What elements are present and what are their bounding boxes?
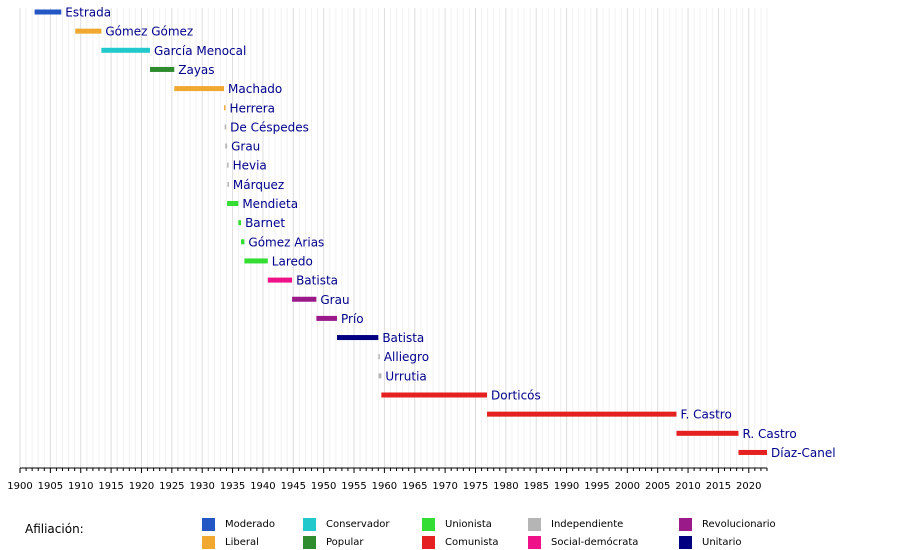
term-label-3: Zayas — [178, 63, 214, 77]
x-tick-label-1900: 1900 — [7, 481, 32, 492]
x-tick-label-1975: 1975 — [463, 481, 488, 492]
bar-21 — [487, 411, 677, 417]
x-tick-label-2010: 2010 — [675, 481, 700, 492]
term-label-7: Grau — [231, 140, 260, 154]
bar-9 — [227, 181, 229, 187]
x-tick-label-1925: 1925 — [159, 481, 184, 492]
term-label-0: Estrada — [65, 6, 111, 20]
term-label-18: Alliegro — [384, 350, 429, 364]
term-label-2: García Menocal — [154, 44, 246, 58]
bar-12 — [241, 239, 245, 245]
x-tick-label-1945: 1945 — [281, 481, 306, 492]
x-tick-label-2000: 2000 — [615, 481, 640, 492]
x-tick-label-1920: 1920 — [129, 481, 154, 492]
term-label-16: Prío — [341, 312, 364, 326]
bar-20 — [381, 392, 488, 398]
term-label-22: R. Castro — [742, 427, 796, 441]
term-label-15: Grau — [320, 293, 349, 307]
bar-4 — [174, 86, 225, 92]
x-tick-label-1910: 1910 — [68, 481, 93, 492]
term-label-13: Laredo — [272, 254, 313, 268]
term-label-5: Herrera — [230, 101, 275, 115]
bar-2 — [101, 47, 150, 53]
term-label-17: Batista — [382, 331, 424, 345]
term-label-12: Gómez Arias — [248, 235, 324, 249]
x-tick-label-1960: 1960 — [372, 481, 397, 492]
bar-23 — [738, 449, 767, 455]
x-tick-label-1970: 1970 — [432, 481, 457, 492]
x-tick-label-2015: 2015 — [706, 481, 731, 492]
x-tick-label-1950: 1950 — [311, 481, 336, 492]
bar-5 — [224, 105, 226, 111]
term-labels: Estrada Gómez Gómez García Menocal Zayas Mac… — [65, 6, 835, 460]
bar-15 — [292, 296, 317, 302]
x-tick-label-1940: 1940 — [250, 481, 275, 492]
term-label-4: Machado — [228, 82, 282, 96]
bar-13 — [244, 258, 268, 264]
bar-16 — [316, 315, 338, 321]
term-label-14: Batista — [296, 274, 338, 288]
term-label-19: Urrutia — [385, 369, 426, 383]
term-label-20: Dorticós — [491, 389, 541, 403]
x-tick-label-1985: 1985 — [523, 481, 548, 492]
term-label-23: Díaz-Canel — [771, 446, 836, 460]
bar-7 — [225, 143, 228, 149]
bar-17 — [337, 335, 379, 341]
bar-14 — [267, 277, 293, 283]
x-tick-label-1930: 1930 — [189, 481, 214, 492]
bar-10 — [227, 201, 239, 206]
x-tick-label-1955: 1955 — [341, 481, 366, 492]
x-tick-label-1990: 1990 — [554, 481, 579, 492]
bar-6 — [224, 124, 227, 130]
bar-11 — [238, 220, 242, 226]
x-axis: 1900 1905 1910 1915 1920 1925 1930 1935 1940 1945… — [7, 467, 768, 492]
x-tick-label-2020: 2020 — [736, 481, 761, 492]
x-tick-label-1995: 1995 — [584, 481, 609, 492]
term-label-1: Gómez Gómez — [105, 25, 193, 39]
term-bars — [34, 9, 767, 455]
x-tick-label-1980: 1980 — [493, 481, 518, 492]
term-label-21: F. Castro — [681, 408, 732, 422]
term-label-10: Mendieta — [242, 197, 298, 211]
x-tick-label-1905: 1905 — [38, 481, 63, 492]
term-label-8: Hevia — [233, 159, 267, 173]
bar-8 — [227, 162, 229, 168]
bar-0 — [34, 9, 62, 15]
term-label-6: De Céspedes — [230, 120, 309, 134]
bar-22 — [676, 430, 739, 436]
term-label-11: Barnet — [245, 216, 285, 230]
x-tick-label-2005: 2005 — [645, 481, 670, 492]
x-tick-label-1965: 1965 — [402, 481, 427, 492]
year-gridlines — [19, 8, 768, 468]
term-label-9: Márquez — [233, 178, 284, 192]
x-tick-label-1935: 1935 — [220, 481, 245, 492]
x-tick-label-1915: 1915 — [98, 481, 123, 492]
bar-3 — [149, 66, 175, 72]
bar-1 — [75, 28, 102, 34]
bar-18 — [378, 354, 380, 360]
bar-19 — [378, 373, 382, 379]
